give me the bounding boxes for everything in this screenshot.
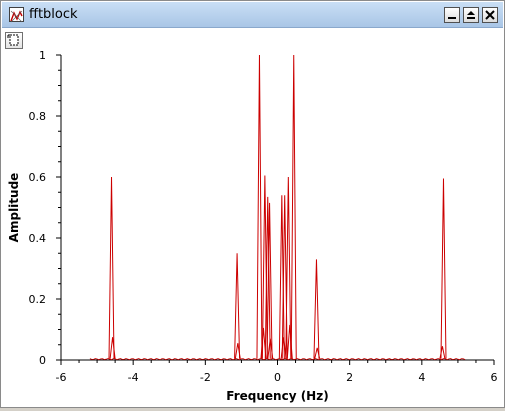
spectrum-peak xyxy=(267,338,274,359)
spectrum-peak xyxy=(314,347,321,359)
spectrum-peak xyxy=(108,176,115,359)
x-tick-label: 6 xyxy=(491,371,498,384)
toolbar xyxy=(2,29,503,51)
spectrum-peak xyxy=(313,259,320,359)
spectrum-peak xyxy=(439,346,446,359)
y-tick-label: 0.6 xyxy=(29,171,47,184)
y-axis-label: Amplitude xyxy=(7,173,21,243)
y-tick-label: 1 xyxy=(39,49,46,62)
noise-floor-line xyxy=(89,358,466,361)
x-tick-label: -4 xyxy=(128,371,139,384)
window-title: fftblock xyxy=(29,7,78,22)
x-tick-label: 0 xyxy=(274,371,281,384)
spectrum-peak xyxy=(264,196,271,359)
spectrum-peak xyxy=(234,343,241,359)
spectrum-peak xyxy=(266,202,273,359)
maximize-icon xyxy=(467,11,475,19)
minimize-icon xyxy=(448,17,456,19)
spectrum-peak xyxy=(440,178,447,359)
spectrum-peak xyxy=(285,176,292,359)
plot-window-icon xyxy=(9,7,24,23)
y-tick-label: 0.4 xyxy=(29,232,47,245)
x-tick-label: 4 xyxy=(418,371,425,384)
y-tick-label: 0 xyxy=(39,354,46,367)
title-bar[interactable]: fftblock xyxy=(2,2,503,28)
close-button[interactable] xyxy=(482,7,498,23)
minimize-button[interactable] xyxy=(444,7,460,23)
x-tick-label: 2 xyxy=(346,371,353,384)
x-tick-label: -2 xyxy=(200,371,211,384)
spectrum-peak xyxy=(234,253,241,359)
zoom-button[interactable] xyxy=(5,32,23,49)
y-tick-label: 0.2 xyxy=(29,293,47,306)
spectrum-peak xyxy=(290,54,297,359)
spectrum-peak xyxy=(109,337,116,359)
y-tick-label: 0.8 xyxy=(29,110,47,123)
x-tick-label: -6 xyxy=(56,371,67,384)
zoom-icon xyxy=(7,34,19,46)
spectrum-peak xyxy=(256,54,263,359)
maximize-button[interactable] xyxy=(463,7,479,23)
x-axis-label: Frequency (Hz) xyxy=(226,389,328,403)
close-icon xyxy=(485,10,495,20)
